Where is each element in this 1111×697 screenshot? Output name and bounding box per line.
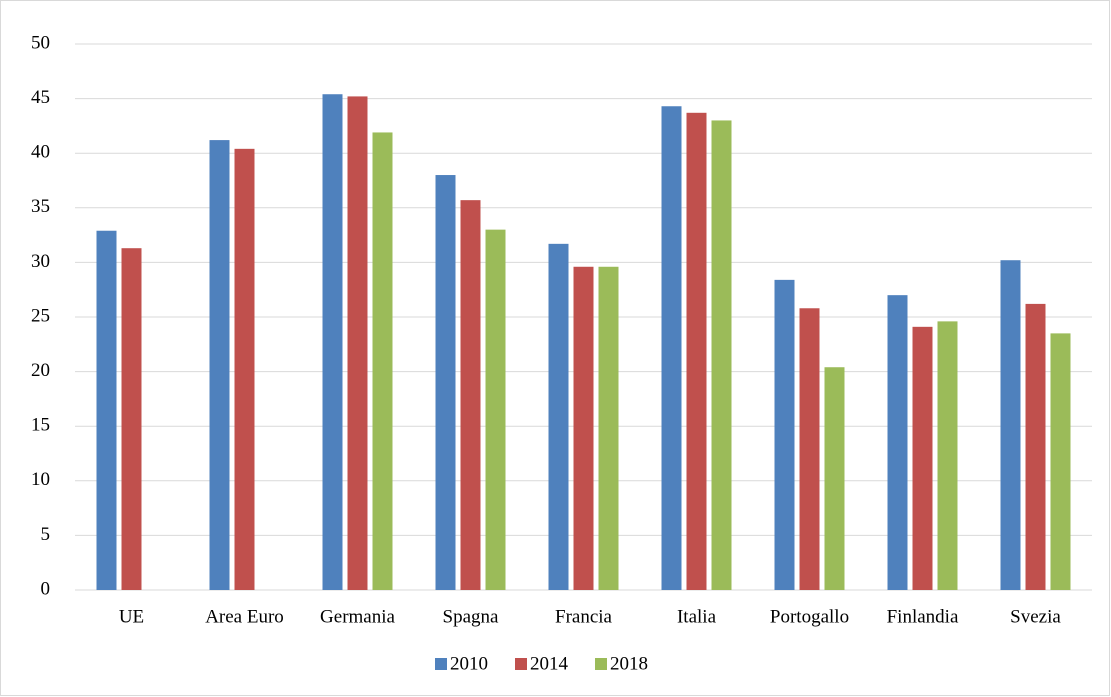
x-tick-label: Area Euro [205,606,284,627]
legend-swatch [435,658,447,670]
y-tick-label: 25 [31,305,50,326]
y-tick-label: 50 [31,32,50,53]
x-tick-label: Italia [677,606,717,627]
bar [435,175,456,591]
legend-swatch [595,658,607,670]
y-tick-label: 5 [41,524,51,545]
y-tick-label: 30 [31,251,50,272]
bar [598,266,619,590]
bar [824,367,845,590]
bar [460,200,481,590]
bar [937,321,958,590]
bar [711,120,732,590]
y-tick-label: 20 [31,360,50,381]
x-tick-label: Portogallo [770,606,849,627]
y-tick-label: 10 [31,469,50,490]
bar [548,243,569,590]
legend-label: 2014 [530,653,569,674]
bar [234,148,255,590]
legend-swatch [515,658,527,670]
bar [1000,260,1021,590]
bar [1025,303,1046,590]
bar [887,295,908,590]
y-tick-label: 35 [31,196,50,217]
bar [912,326,933,590]
bar [372,132,393,590]
bar [661,106,682,590]
bar [1050,333,1071,590]
y-tick-label: 40 [31,142,50,163]
bar [121,248,142,591]
y-tick-label: 45 [31,87,50,108]
x-tick-label: Germania [320,606,395,627]
bar [347,96,368,590]
x-tick-label: Finlandia [887,606,959,627]
bar [573,266,594,590]
bar [322,94,343,591]
legend-label: 2018 [610,653,648,674]
bar [96,230,117,590]
bar [774,279,795,590]
y-tick-label: 0 [41,578,51,599]
bar [209,140,230,590]
x-tick-label: Spagna [443,606,500,627]
x-tick-label: Svezia [1010,606,1061,627]
bar [686,112,707,591]
x-tick-label: UE [119,606,144,627]
x-tick-label: Francia [555,606,613,627]
bar [799,308,820,590]
bar [485,229,506,590]
y-tick-label: 15 [31,415,50,436]
legend-label: 2010 [450,653,488,674]
